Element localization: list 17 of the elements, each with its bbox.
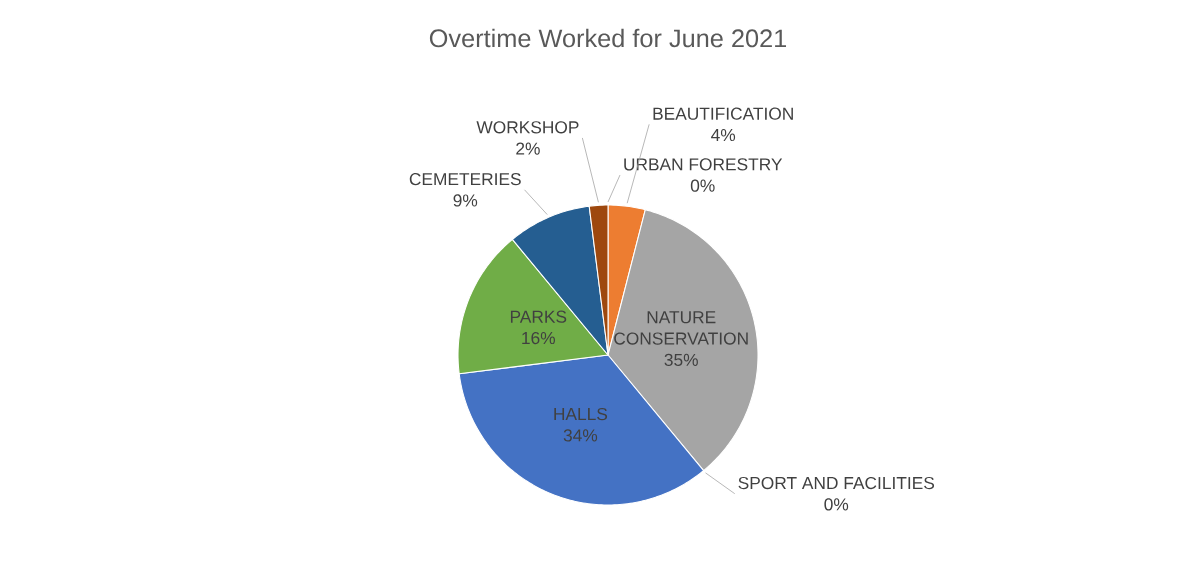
slice-label: WORKSHOP — [476, 121, 579, 134]
legend-label: SPORT AND FACILITIES — [738, 476, 935, 490]
slice-label: HALLS — [554, 407, 608, 421]
data-label: 2% — [516, 142, 540, 155]
text: 0% — [824, 498, 849, 511]
slice-label: PARKS — [510, 310, 567, 323]
slice-label: BEAUTIFICATION — [653, 107, 793, 120]
chart-title: Overtime Worked for June 2021 — [429, 28, 787, 48]
data-label: 16% — [522, 331, 556, 345]
data-label: 9% — [453, 194, 478, 207]
slice-label: NATURE CONSERVATION — [614, 311, 748, 345]
data-label: 35% — [664, 353, 698, 367]
category-label: URBAN FORESTRY — [624, 158, 783, 171]
text: 0% — [690, 179, 715, 192]
data-label: 4% — [711, 128, 736, 142]
data-label: 34% — [563, 429, 598, 442]
slice-label: CEMETERIES — [409, 172, 521, 186]
